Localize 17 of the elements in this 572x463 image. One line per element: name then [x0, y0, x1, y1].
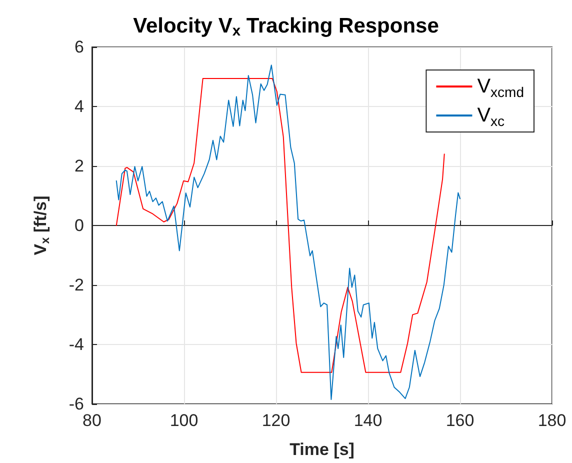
y-tick-label: 2: [74, 156, 84, 176]
x-tick-label: 120: [262, 410, 290, 430]
x-tick-label: 180: [538, 410, 566, 430]
x-tick-label: 100: [170, 410, 198, 430]
y-tick-label: -6: [68, 394, 84, 414]
y-axis-title: Vx [ft/s]: [30, 196, 52, 256]
y-tick-label: 6: [74, 38, 84, 56]
y-tick-label: 0: [74, 216, 84, 235]
y-tick-label: 4: [74, 96, 84, 116]
line-series: [116, 78, 445, 373]
y-tick-label: -4: [68, 334, 84, 354]
y-tick-label: -2: [68, 275, 84, 294]
line-series: [116, 64, 460, 400]
x-tick-label: 80: [82, 410, 102, 430]
x-tick-label: 160: [446, 410, 474, 430]
x-tick-label: 140: [354, 410, 382, 430]
x-axis-title: Time [s]: [290, 440, 354, 459]
